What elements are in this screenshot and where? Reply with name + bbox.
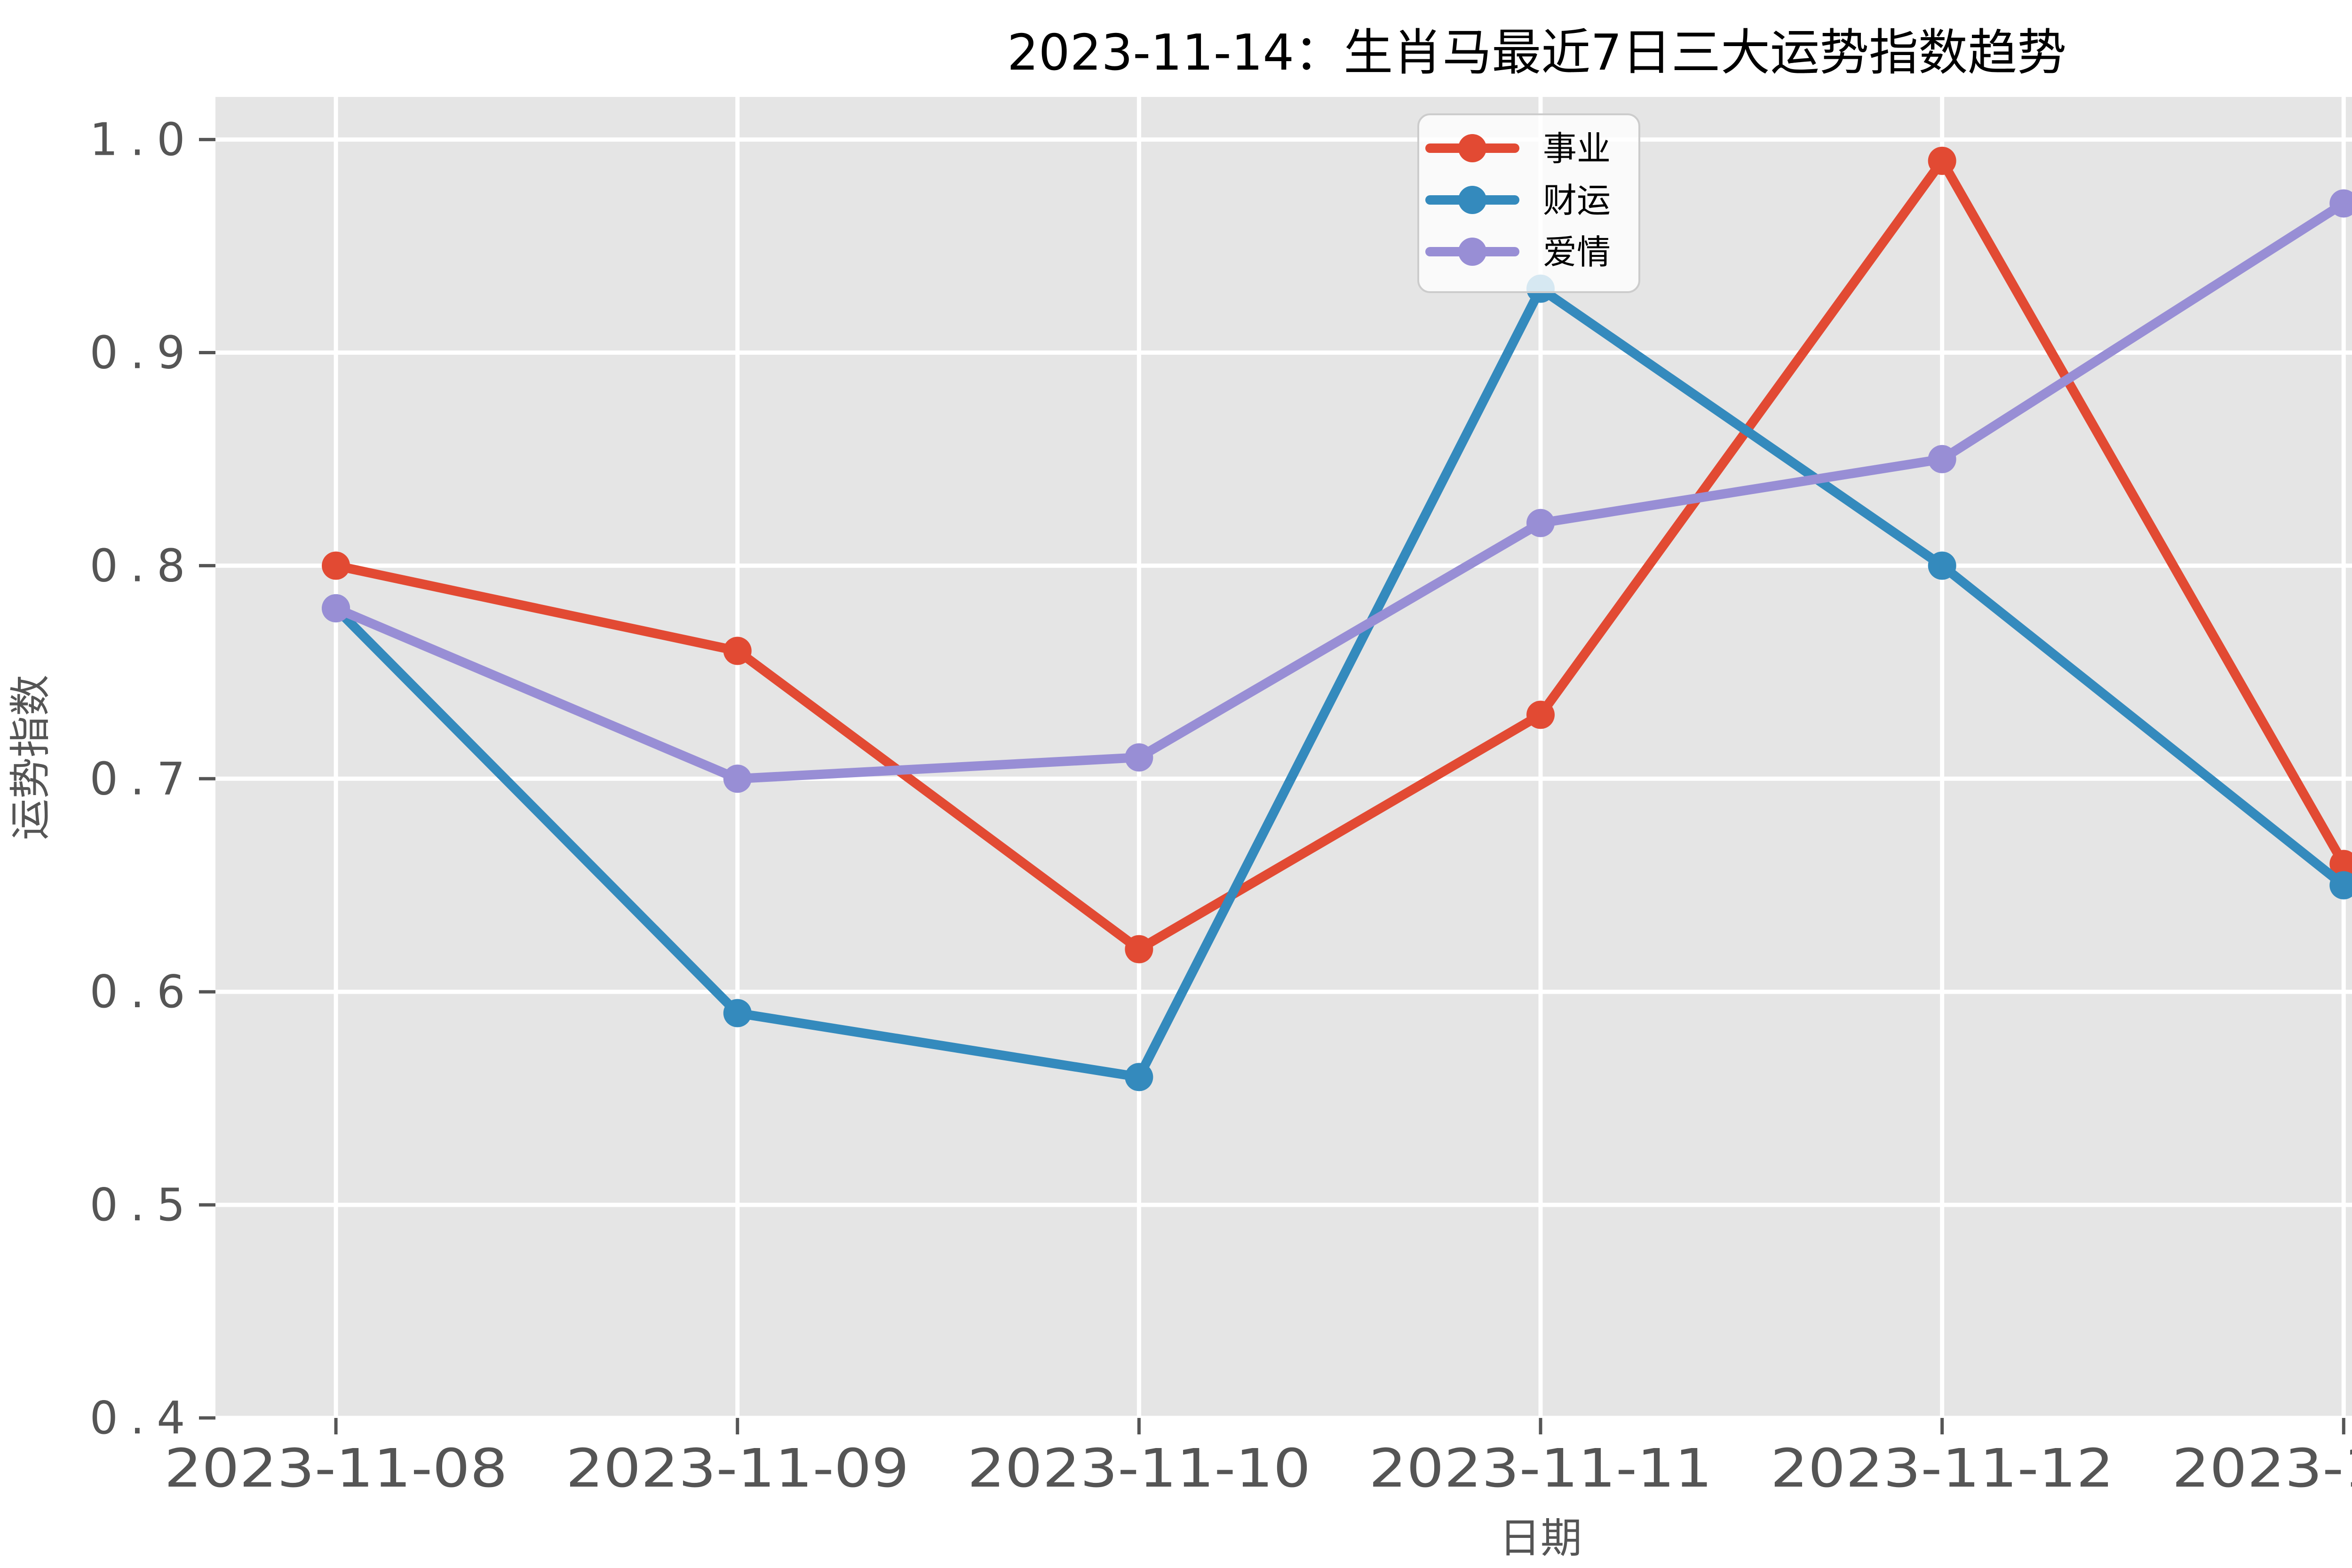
x-tick-label: 2023-11-08 [164, 1438, 508, 1499]
legend-swatch-marker-1 [1458, 186, 1486, 214]
series-layer [322, 146, 2352, 1091]
legend-swatch-marker-2 [1458, 238, 1486, 266]
data-point-0-3 [1526, 700, 1555, 729]
data-point-1-5 [2329, 871, 2352, 899]
data-point-1-1 [723, 999, 752, 1027]
data-point-0-0 [322, 551, 350, 580]
x-tick-label: 2023-11-09 [566, 1438, 909, 1499]
data-point-0-1 [723, 637, 752, 665]
x-axis-label: 日期 [1499, 1514, 1582, 1562]
x-tick-label: 2023-11-11 [1369, 1438, 1712, 1499]
legend-label-2: 爱情 [1543, 232, 1611, 272]
x-tick-label: 2023-11-10 [967, 1438, 1311, 1499]
data-point-0-2 [1125, 935, 1153, 963]
data-point-2-3 [1526, 509, 1555, 537]
y-axis-label: 运势指数 [6, 675, 55, 840]
data-point-1-4 [1928, 551, 1956, 580]
y-tick-label: 0.6 [89, 966, 197, 1018]
data-point-2-0 [322, 594, 350, 622]
data-point-1-2 [1125, 1063, 1153, 1091]
data-point-2-1 [723, 764, 752, 793]
data-point-2-2 [1125, 743, 1153, 772]
plot-background-layer [215, 97, 2352, 1418]
legend-label-0: 事业 [1543, 129, 1611, 168]
y-tick-label: 0.9 [89, 327, 197, 379]
legend-swatch-marker-0 [1458, 134, 1486, 162]
legend-label-1: 财运 [1543, 181, 1611, 220]
data-point-0-4 [1928, 146, 1956, 175]
y-tick-label: 0.4 [89, 1393, 197, 1444]
y-tick-label: 0.7 [89, 753, 197, 805]
tick-layer: 0.4 0.5 0.6 0.7 0.8 0.9 1.0 2023-11-08 2023-11-0… [89, 114, 2352, 1499]
chart-title: 2023-11-14：生肖马最近7日三大运势指数趋势 [1007, 24, 2066, 81]
y-tick-label: 1.0 [89, 114, 197, 166]
x-tick-label: 2023-11-12 [1771, 1438, 2114, 1499]
y-tick-label: 0.5 [89, 1179, 197, 1231]
x-tick-label: 2023-11-13 [2172, 1438, 2352, 1499]
y-tick-label: 0.8 [89, 540, 197, 592]
plot-area [215, 97, 2352, 1418]
data-point-0-5 [2329, 850, 2352, 878]
data-point-2-4 [1928, 445, 1956, 473]
data-point-2-5 [2329, 189, 2352, 218]
